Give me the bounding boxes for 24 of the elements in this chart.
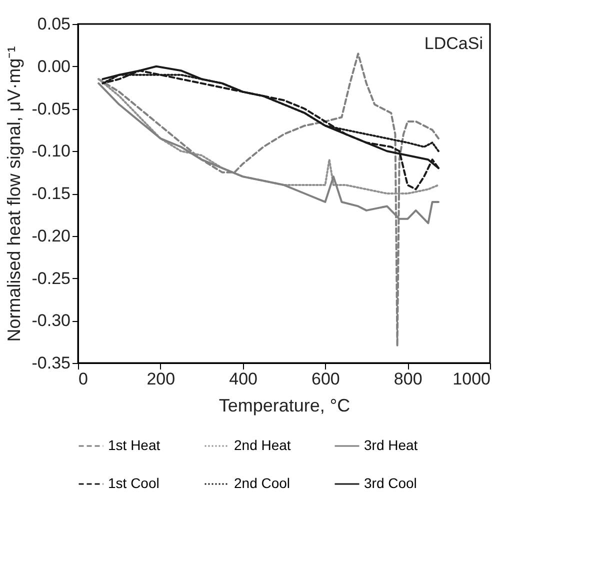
y-tick-label: -0.30	[32, 311, 70, 330]
y-tick-label: -0.35	[32, 354, 70, 372]
x-tick-label: 600	[312, 370, 340, 388]
x-tick-label: 200	[146, 370, 176, 388]
y-tick-label: -0.20	[32, 226, 70, 246]
x-tick-label: 400	[229, 370, 258, 388]
legend-label: 1st Cool	[108, 475, 160, 491]
y-tick-label: 0.05	[37, 14, 70, 34]
y-tick-label: -0.10	[32, 142, 70, 161]
y-tick-label: 0.00	[37, 56, 70, 76]
x-tick-label: 0	[78, 370, 88, 388]
legend-label: 1st Heat	[108, 437, 160, 453]
x-tick-label: 800	[394, 370, 422, 388]
legend-label: 3rd Cool	[364, 475, 417, 491]
y-tick-label: -0.25	[32, 268, 70, 288]
x-tick-label: 1000	[452, 370, 490, 388]
y-tick-label: -0.15	[32, 184, 70, 203]
legend-label: 2nd Heat	[234, 437, 291, 453]
annotation: LDCaSi	[424, 34, 483, 53]
x-axis-title: Temperature, °C	[218, 396, 350, 416]
y-axis-title: Normalised heat flow signal, μV·mg⁻¹	[4, 46, 24, 342]
y-tick-label: -0.05	[32, 99, 70, 118]
legend-label: 3rd Heat	[364, 437, 418, 453]
legend-label: 2nd Cool	[234, 475, 290, 491]
